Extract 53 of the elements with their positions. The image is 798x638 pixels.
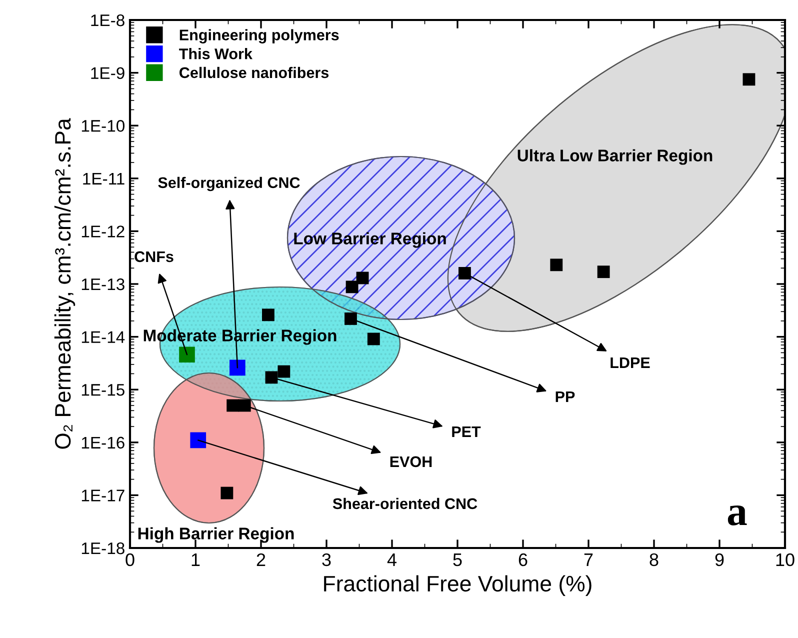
point [367, 332, 380, 346]
legend-label: Engineering polymers [180, 29, 339, 44]
point [179, 346, 195, 363]
point [262, 308, 274, 322]
y-tick-label: 1E-16 [82, 436, 124, 449]
annotation: High Barrier Region [138, 527, 294, 543]
annotation: Shear-oriented CNC [332, 498, 478, 510]
annotation: Ultra Low Barrier Region [518, 149, 712, 165]
point [278, 365, 290, 378]
y-tick-label: 1E-10 [82, 120, 124, 132]
x-tick-label: 2 [256, 553, 266, 566]
x-tick-label: 9 [715, 553, 724, 566]
annotation: EVOH [390, 456, 432, 468]
x-tick-label: 0 [126, 553, 134, 566]
y-tick-label: 1E-8 [91, 14, 124, 26]
point [550, 258, 563, 272]
annotation: Self-organized CNC [158, 176, 300, 192]
x-tick-label: 1 [192, 554, 200, 566]
y-tick-label: 1E-17 [82, 490, 124, 502]
point [238, 399, 251, 412]
point [220, 486, 234, 500]
point [597, 266, 610, 278]
y-tick-label: 1E-9 [91, 67, 124, 80]
y-tick-label: 1E-11 [83, 172, 124, 184]
point [190, 432, 206, 448]
x-tick-label: 4 [387, 554, 396, 566]
point [230, 360, 246, 376]
x-tick-label: 8 [650, 553, 658, 566]
y-tick-label: 1E-18 [82, 542, 124, 554]
legend-label: Cellulose nanofibers [180, 66, 329, 78]
legend-label: This Work [179, 48, 252, 60]
annotation: PET [452, 426, 481, 437]
y-axis-title: O₂ Permeability, cm³.cm/cm².s.Pa [54, 118, 76, 449]
point [226, 399, 240, 412]
x-tick-label: 3 [322, 553, 331, 566]
x-tick-label: 10 [776, 553, 794, 566]
y-tick-label: 1E-14 [82, 331, 125, 343]
point [742, 73, 756, 86]
annotation: CNFs [134, 251, 174, 262]
y-tick-label: 1E-12 [82, 226, 124, 238]
x-tick-label: 6 [518, 553, 528, 566]
point [346, 280, 358, 294]
annotation: LDPE [610, 357, 650, 368]
y-tick-label: 1E-13 [82, 278, 124, 290]
annotation: a [728, 505, 747, 526]
point [265, 371, 278, 384]
x-tick-label: 5 [453, 554, 462, 566]
x-axis-title: Fractional Free Volume (%) [324, 575, 592, 596]
point [458, 267, 471, 280]
annotation: PP [556, 391, 575, 402]
x-tick-label: 7 [584, 554, 593, 566]
point [344, 312, 357, 325]
y-tick-label: 1E-15 [82, 384, 124, 396]
